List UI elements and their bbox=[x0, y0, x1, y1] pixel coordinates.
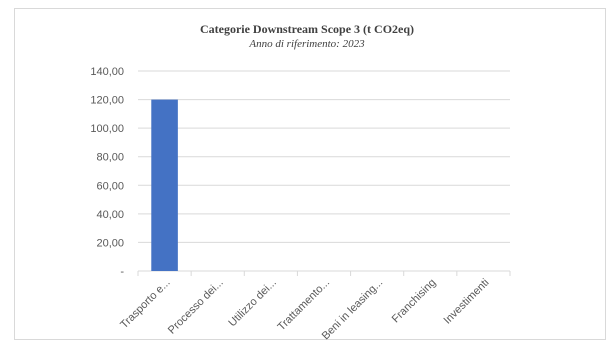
bar bbox=[151, 99, 178, 271]
x-tick-label: Trasporto e... bbox=[118, 277, 172, 331]
x-tick-label: Franchising bbox=[390, 277, 439, 326]
x-tick-label: Trattamento... bbox=[276, 277, 333, 334]
chart-subtitle: Anno di riferimento: 2023 bbox=[249, 38, 365, 50]
y-tick-label: 20,00 bbox=[96, 237, 124, 249]
chart-frame bbox=[14, 8, 606, 340]
x-tick-label: Utilizzo dei... bbox=[226, 277, 279, 330]
y-tick-label: 100,00 bbox=[90, 123, 124, 135]
x-tick-label: Investimenti bbox=[442, 277, 492, 327]
x-tick-label: Processo dei... bbox=[166, 277, 226, 337]
chart-title: Categorie Downstream Scope 3 (t CO2eq) bbox=[199, 22, 415, 36]
y-tick-label: 40,00 bbox=[96, 209, 124, 221]
y-tick-label: 120,00 bbox=[90, 95, 124, 107]
y-tick-label: 140,00 bbox=[90, 66, 124, 78]
y-tick-label: 80,00 bbox=[96, 152, 124, 164]
y-tick-label: 60,00 bbox=[96, 180, 124, 192]
y-tick-label: - bbox=[120, 266, 124, 278]
